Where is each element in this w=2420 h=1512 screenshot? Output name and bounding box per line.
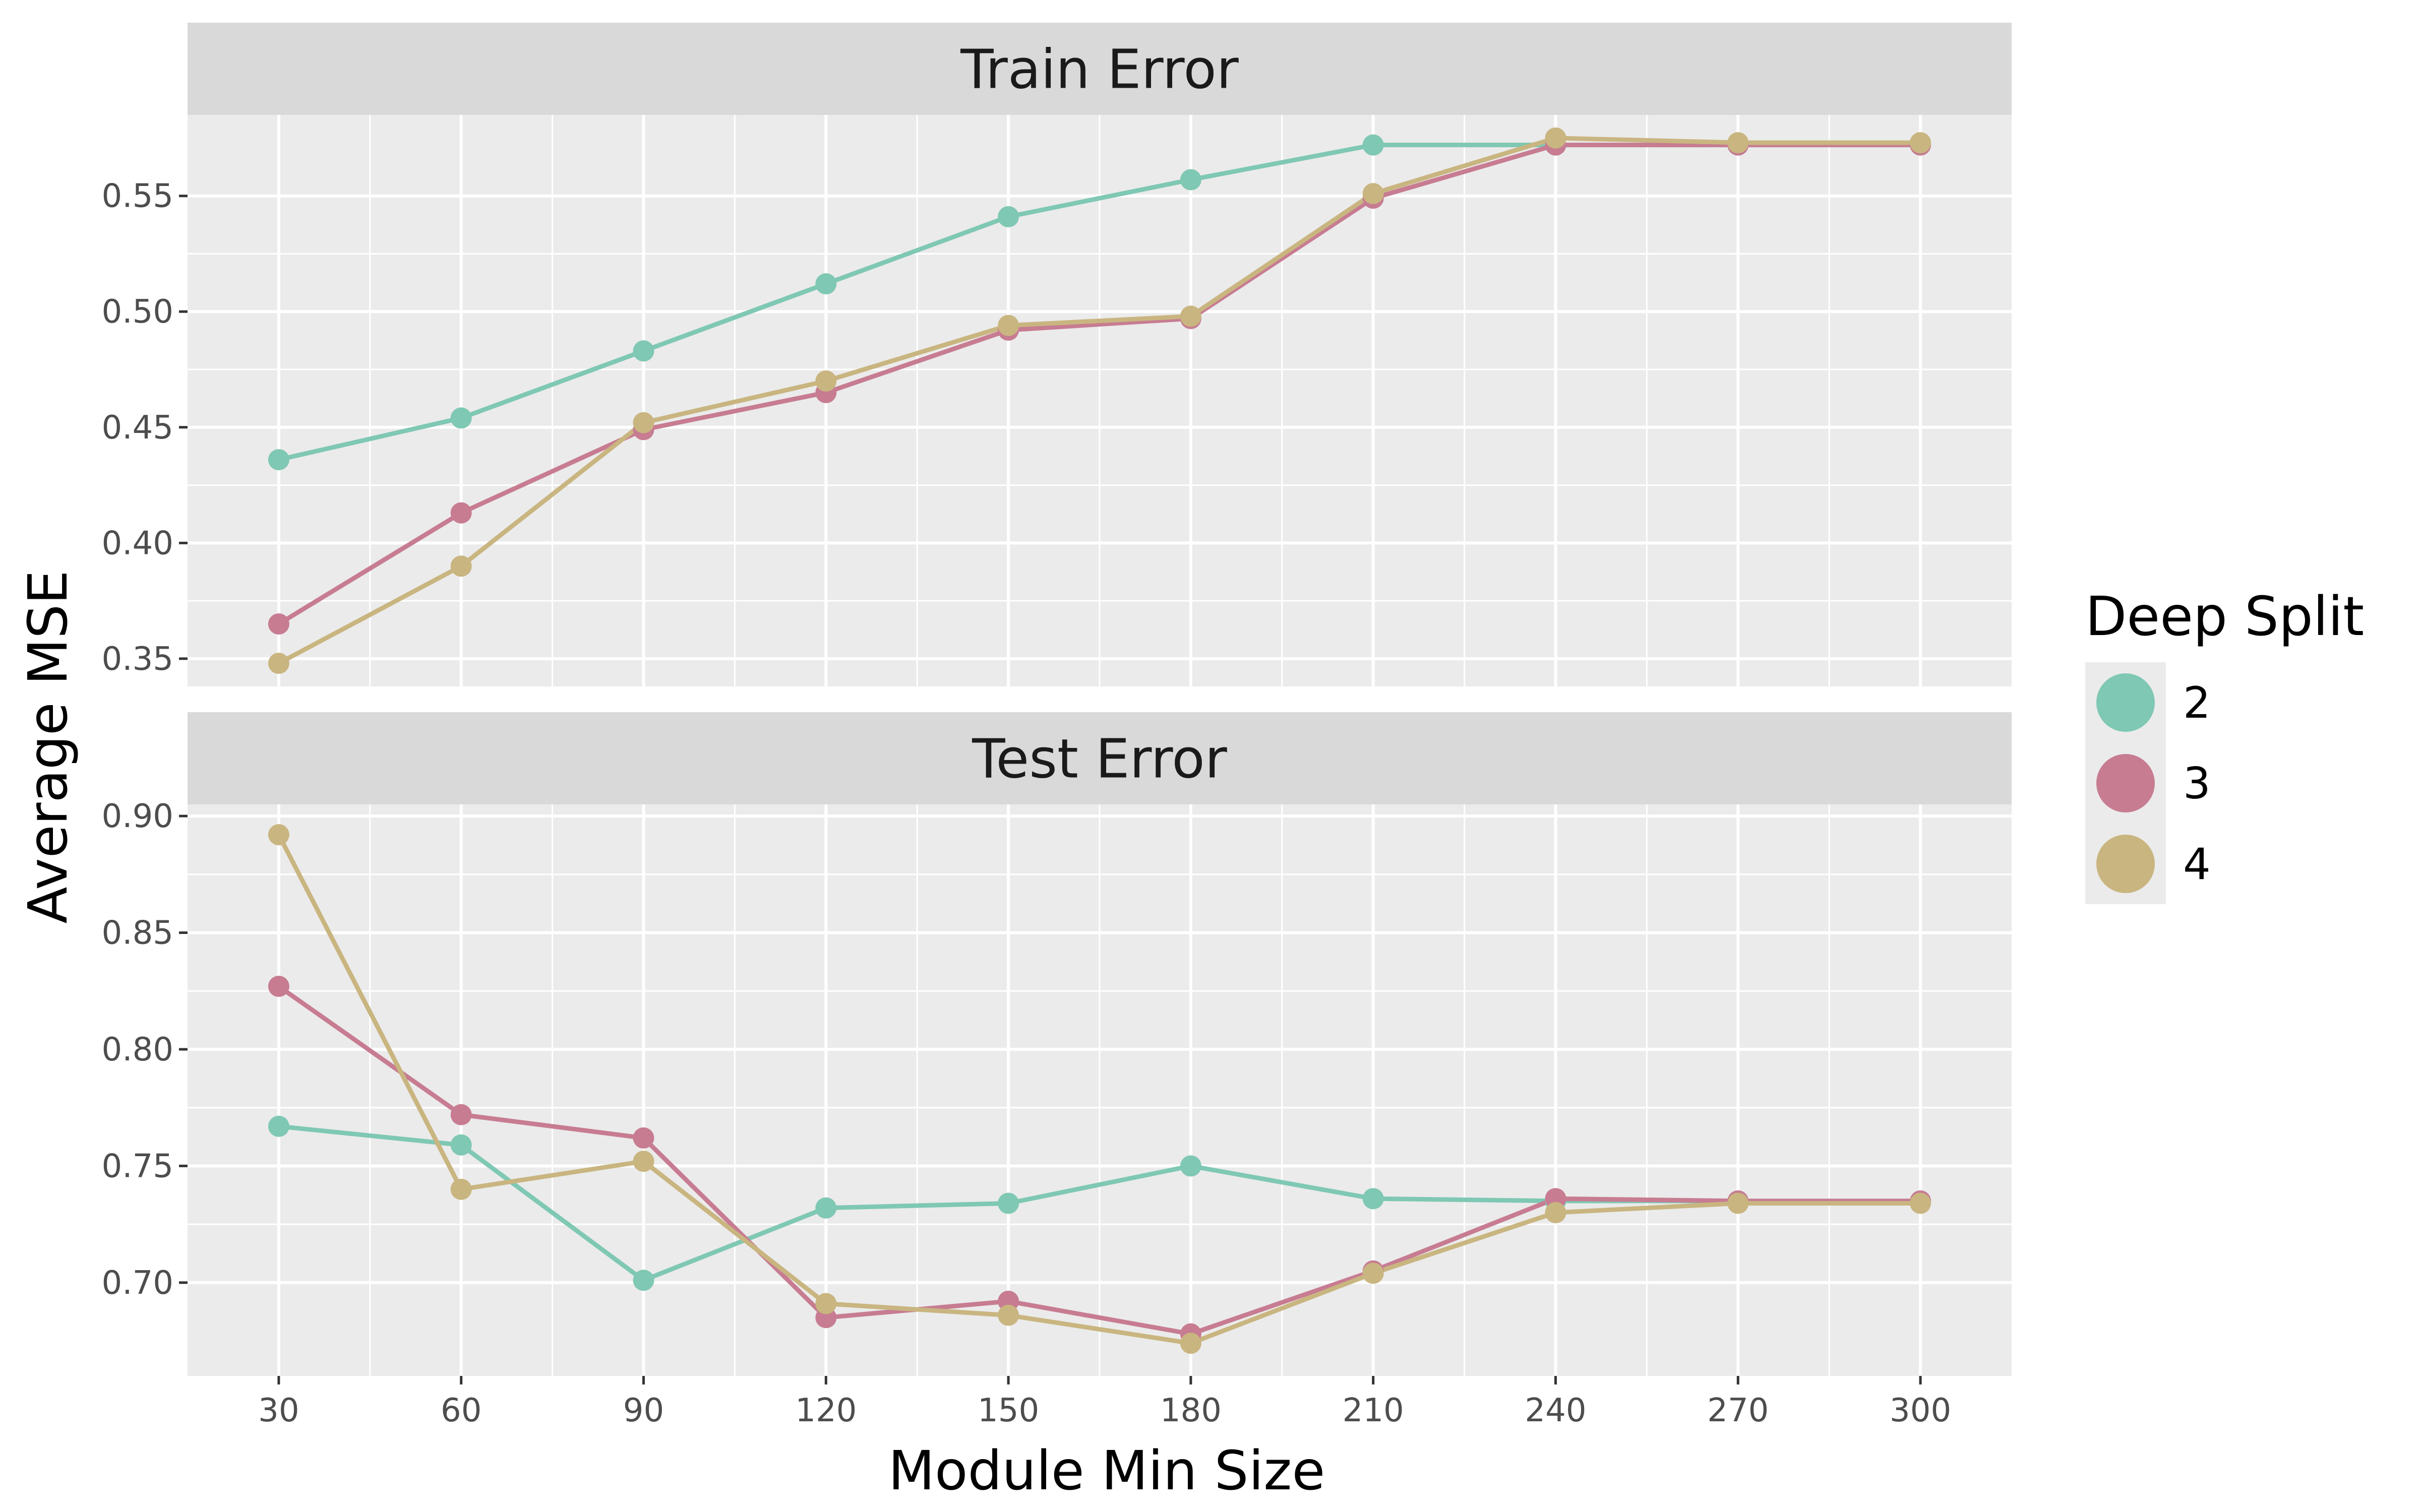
series-line-3 — [276, 984, 1923, 1337]
data-point-4 — [1910, 1192, 1931, 1214]
data-point-2 — [268, 1115, 289, 1137]
data-point-3 — [450, 502, 472, 524]
series-layer — [268, 824, 1931, 1354]
legend-label-2: 2 — [2183, 678, 2211, 728]
x-tick-label: 300 — [1890, 1392, 1951, 1429]
y-tick-label: 0.90 — [102, 798, 174, 835]
data-point-4 — [268, 653, 289, 674]
legend-key-4 — [2096, 835, 2155, 893]
data-point-4 — [815, 370, 837, 392]
data-point-2 — [450, 1134, 472, 1156]
legend-title: Deep Split — [2085, 586, 2364, 648]
x-tick-label: 210 — [1343, 1392, 1404, 1429]
series-line-4 — [276, 136, 1923, 666]
x-tick-label: 150 — [978, 1392, 1039, 1429]
data-point-4 — [1910, 132, 1931, 154]
data-point-4 — [268, 824, 289, 846]
x-tick-label: 120 — [795, 1392, 857, 1429]
facet-title: Train Error — [960, 39, 1239, 101]
data-point-2 — [815, 1197, 837, 1219]
data-point-4 — [1727, 1192, 1749, 1214]
data-point-4 — [815, 1293, 837, 1314]
data-point-2 — [633, 340, 654, 362]
x-tick-label: 30 — [258, 1392, 299, 1429]
data-point-4 — [450, 555, 472, 577]
y-tick-label: 0.35 — [102, 641, 174, 678]
grid — [188, 804, 2012, 1376]
y-axis: 0.70 0.75 0.80 0.85 0.90 — [102, 798, 188, 1302]
data-point-4 — [1180, 1333, 1201, 1354]
data-point-3 — [450, 1104, 472, 1125]
data-point-2 — [1180, 1155, 1201, 1177]
series-line-3 — [276, 143, 1923, 626]
y-axis-title: Average MSE — [17, 570, 80, 923]
data-point-4 — [1545, 1202, 1566, 1223]
data-point-2 — [815, 273, 837, 295]
x-axis: 30 60 90 120 150 180 210 240 270 300 — [258, 1376, 1951, 1429]
series-layer — [268, 127, 1931, 674]
y-tick-label: 0.70 — [102, 1265, 174, 1302]
data-point-2 — [1362, 1188, 1384, 1210]
data-point-2 — [1362, 134, 1384, 156]
legend-label-3: 3 — [2183, 759, 2211, 809]
data-point-3 — [268, 976, 289, 997]
series-line-4 — [276, 832, 1923, 1346]
data-point-2 — [633, 1270, 654, 1291]
data-point-4 — [1362, 183, 1384, 205]
data-point-4 — [633, 412, 654, 433]
x-tick-label: 60 — [441, 1392, 481, 1429]
facet-title: Test Error — [972, 728, 1227, 791]
data-point-3 — [633, 1127, 654, 1149]
y-tick-label: 0.40 — [102, 525, 174, 562]
data-point-4 — [450, 1178, 472, 1200]
data-point-4 — [1362, 1263, 1384, 1284]
facet-panel-2: Test Error 0.70 0.75 0.80 0.85 0.90 — [102, 712, 2012, 1376]
y-axis: 0.35 0.40 0.45 0.50 0.55 — [102, 178, 188, 678]
facet-strip — [188, 712, 2012, 804]
x-tick-label: 90 — [623, 1392, 664, 1429]
y-tick-label: 0.50 — [102, 293, 174, 331]
facet-strip — [188, 23, 2012, 115]
legend-key-2 — [2096, 673, 2155, 732]
x-tick-label: 240 — [1525, 1392, 1586, 1429]
grid — [188, 115, 2012, 686]
x-tick-label: 270 — [1707, 1392, 1769, 1429]
legend-key-3 — [2096, 754, 2155, 812]
data-point-2 — [998, 206, 1019, 228]
data-point-3 — [268, 613, 289, 635]
y-tick-label: 0.75 — [102, 1148, 174, 1185]
data-point-4 — [998, 1304, 1019, 1326]
legend: Deep Split 2 3 4 — [2085, 586, 2364, 904]
y-tick-label: 0.45 — [102, 409, 174, 447]
data-point-4 — [1545, 127, 1566, 149]
y-tick-label: 0.55 — [102, 178, 174, 215]
data-point-2 — [450, 407, 472, 429]
data-point-4 — [1727, 132, 1749, 154]
data-point-2 — [268, 449, 289, 471]
x-tick-label: 180 — [1160, 1392, 1222, 1429]
y-tick-label: 0.85 — [102, 915, 174, 952]
legend-label-4: 4 — [2183, 839, 2211, 890]
data-point-4 — [1180, 305, 1201, 327]
facet-panels: Train Error 0.35 0.40 0.45 0.50 0.55 Test Erro… — [102, 23, 2012, 1376]
data-point-2 — [998, 1192, 1019, 1214]
data-point-4 — [633, 1151, 654, 1172]
facet-panel-1: Train Error 0.35 0.40 0.45 0.50 0.55 — [102, 23, 2012, 686]
data-point-4 — [998, 314, 1019, 336]
x-axis-title: Module Min Size — [888, 1440, 1325, 1502]
y-tick-label: 0.80 — [102, 1031, 174, 1068]
data-point-2 — [1180, 169, 1201, 191]
